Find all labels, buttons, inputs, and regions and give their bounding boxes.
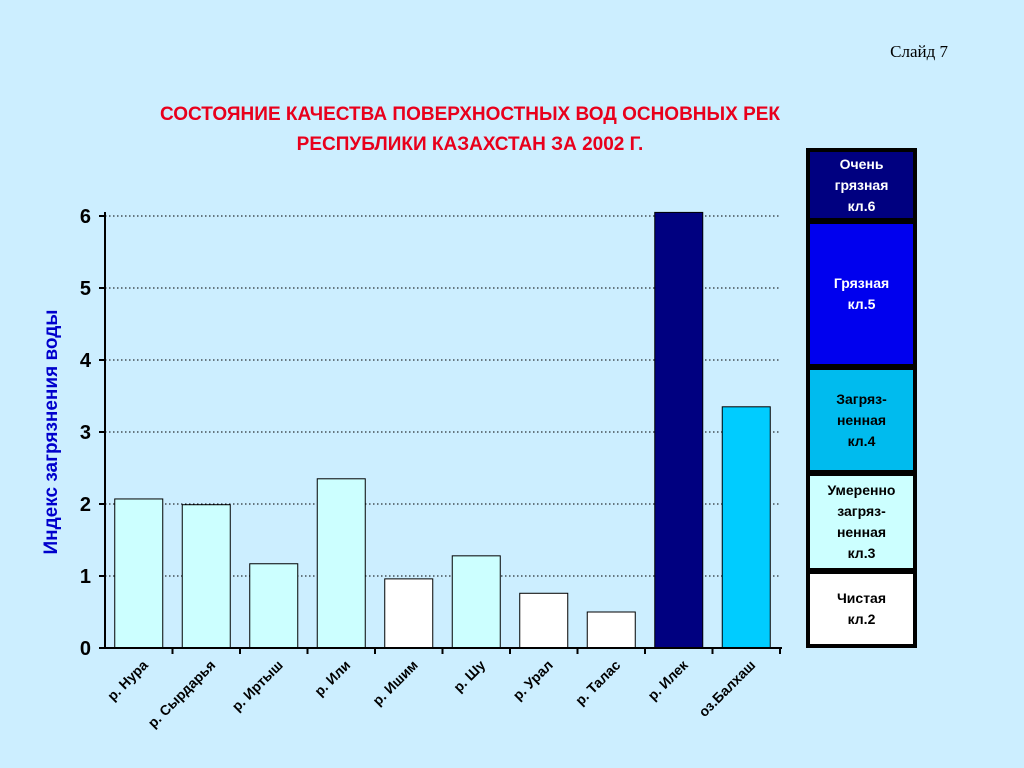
bar bbox=[451, 555, 501, 649]
bar bbox=[654, 211, 704, 649]
x-tick-label: р. Или bbox=[311, 657, 353, 699]
y-tick-label: 3 bbox=[80, 422, 91, 444]
x-tick-label: р. Урал bbox=[509, 657, 555, 703]
y-tick-label: 0 bbox=[80, 638, 91, 660]
legend-item: Грязная кл.5 bbox=[808, 222, 915, 366]
bars bbox=[114, 211, 771, 649]
bar bbox=[181, 504, 231, 649]
legend-item: Загряз- ненная кл.4 bbox=[808, 368, 915, 472]
chart-title-line-2: РЕСПУБЛИКИ КАЗАХСТАН ЗА 2002 Г. bbox=[296, 134, 644, 155]
x-tick-label: р. Сырдарья bbox=[144, 657, 218, 731]
bar bbox=[249, 563, 299, 649]
legend-item-label: Чистая кл.2 bbox=[836, 590, 887, 627]
y-tick-label: 2 bbox=[80, 494, 91, 516]
axes bbox=[99, 212, 782, 654]
y-tick-label: 4 bbox=[80, 350, 92, 372]
x-tick-label: р. Шу bbox=[450, 657, 488, 695]
chart-title-line-1: СОСТОЯНИЕ КАЧЕСТВА ПОВЕРХНОСТНЫХ ВОД ОСН… bbox=[159, 104, 781, 125]
x-tick-label: р. Нура bbox=[104, 657, 151, 704]
pollution-class-legend: Очень грязная кл.6 Грязная кл.5 Загряз- не… bbox=[806, 148, 917, 648]
bar bbox=[519, 592, 569, 649]
x-tick-label: р. Ишим bbox=[369, 657, 421, 709]
y-tick-label: 1 bbox=[80, 566, 91, 588]
legend-item-label: Очень грязная кл.6 bbox=[834, 155, 889, 214]
y-tick-label: 5 bbox=[80, 278, 91, 300]
bar bbox=[384, 578, 434, 649]
bar bbox=[316, 478, 366, 649]
x-tick-label: р. Талас bbox=[572, 657, 624, 709]
bar bbox=[114, 498, 164, 649]
bar bbox=[721, 406, 771, 649]
chart-title: СОСТОЯНИЕ КАЧЕСТВА ПОВЕРХНОСТНЫХ ВОД ОСН… bbox=[60, 100, 880, 160]
legend-item: Умеренно загряз- ненная кл.3 bbox=[808, 474, 915, 570]
legend-item-label: Грязная кл.5 bbox=[833, 275, 890, 312]
legend-item-label: Загряз- ненная кл.4 bbox=[836, 390, 887, 449]
x-tick-label: р. Иртыш bbox=[228, 657, 285, 714]
y-tick-label: 6 bbox=[80, 206, 91, 228]
bar bbox=[586, 611, 636, 649]
y-tick-labels: 0 1 2 3 4 5 6 bbox=[80, 206, 92, 660]
slide-number: Слайд 7 bbox=[890, 42, 948, 61]
legend-item-label: Умеренно загряз- ненная кл.3 bbox=[827, 482, 896, 561]
x-tick-label: р. Илек bbox=[644, 656, 691, 703]
legend-item: Чистая кл.2 bbox=[808, 572, 915, 646]
y-axis-label: Индекс загрязнения воды bbox=[41, 309, 62, 554]
x-tick-label: оз.Балхаш bbox=[695, 657, 758, 720]
legend-item: Очень грязная кл.6 bbox=[808, 150, 915, 220]
